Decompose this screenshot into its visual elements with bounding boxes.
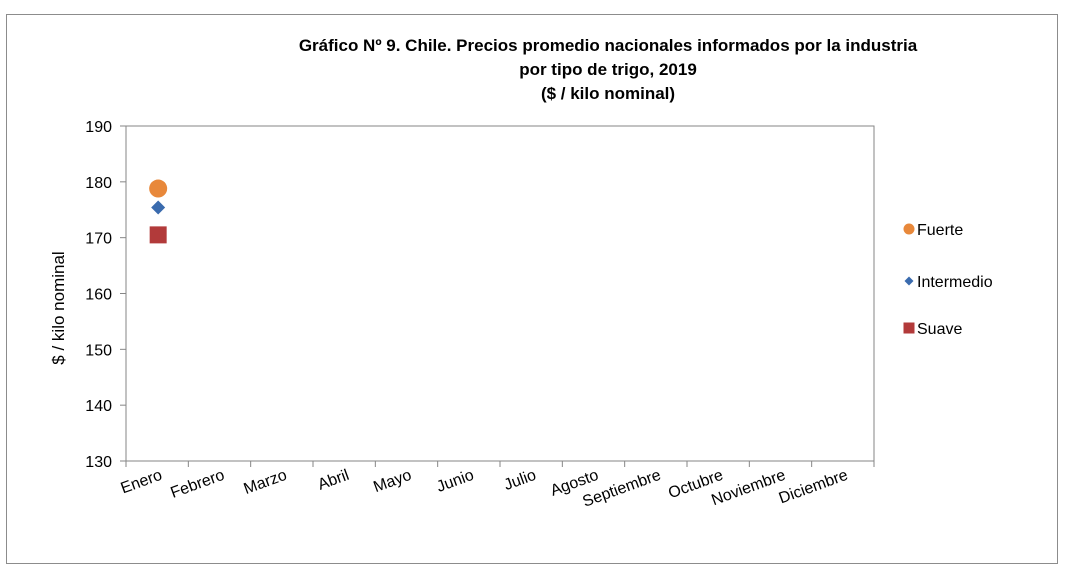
chart-title: Gráfico Nº 9. Chile. Precios promedio na… xyxy=(299,36,918,103)
y-axis-title: $ / kilo nominal xyxy=(49,251,68,364)
y-tick-label: 140 xyxy=(85,398,112,415)
legend-marker-suave xyxy=(903,322,915,334)
x-tick-label: Marzo xyxy=(242,467,290,498)
data-point-intermedio xyxy=(151,200,166,215)
y-tick-label: 150 xyxy=(85,342,112,359)
x-tick-label: Mayo xyxy=(371,467,414,496)
data-point-suave xyxy=(149,226,167,244)
data-point-fuerte xyxy=(149,179,168,198)
axes xyxy=(120,125,875,467)
chart-title-line-2: por tipo de trigo, 2019 xyxy=(519,60,697,79)
y-tick-label: 160 xyxy=(85,287,112,304)
x-tick-label: Junio xyxy=(434,467,476,496)
x-tick-label: Enero xyxy=(119,467,165,498)
x-tick-label: Abril xyxy=(316,467,352,494)
legend-label-suave: Suave xyxy=(917,321,962,338)
legend-marker-fuerte xyxy=(903,223,915,235)
y-tick-labels: 130 140 150 160 170 180 190 xyxy=(85,119,112,471)
plot-area-border xyxy=(125,125,875,462)
x-tick-label: Diciembre xyxy=(777,467,851,508)
x-tick-label: Febrero xyxy=(168,467,227,502)
legend-marker-intermedio xyxy=(904,276,914,286)
y-tick-label: 190 xyxy=(85,119,112,136)
y-tick-label: 170 xyxy=(85,231,112,248)
legend-label-intermedio: Intermedio xyxy=(917,274,993,291)
chart-title-line-1: Gráfico Nº 9. Chile. Precios promedio na… xyxy=(299,36,918,55)
x-tick-labels: Enero Febrero Marzo Abril Mayo Junio Julio Agos… xyxy=(119,467,851,511)
y-tick-label: 130 xyxy=(85,454,112,471)
chart-frame xyxy=(6,14,1058,564)
y-tick-label: 180 xyxy=(85,175,112,192)
chart-title-line-3: ($ / kilo nominal) xyxy=(541,84,675,103)
x-tick-label: Julio xyxy=(502,467,539,494)
legend: Fuerte Intermedio Suave xyxy=(903,222,993,338)
legend-label-fuerte: Fuerte xyxy=(917,222,963,239)
data-points xyxy=(149,179,168,244)
